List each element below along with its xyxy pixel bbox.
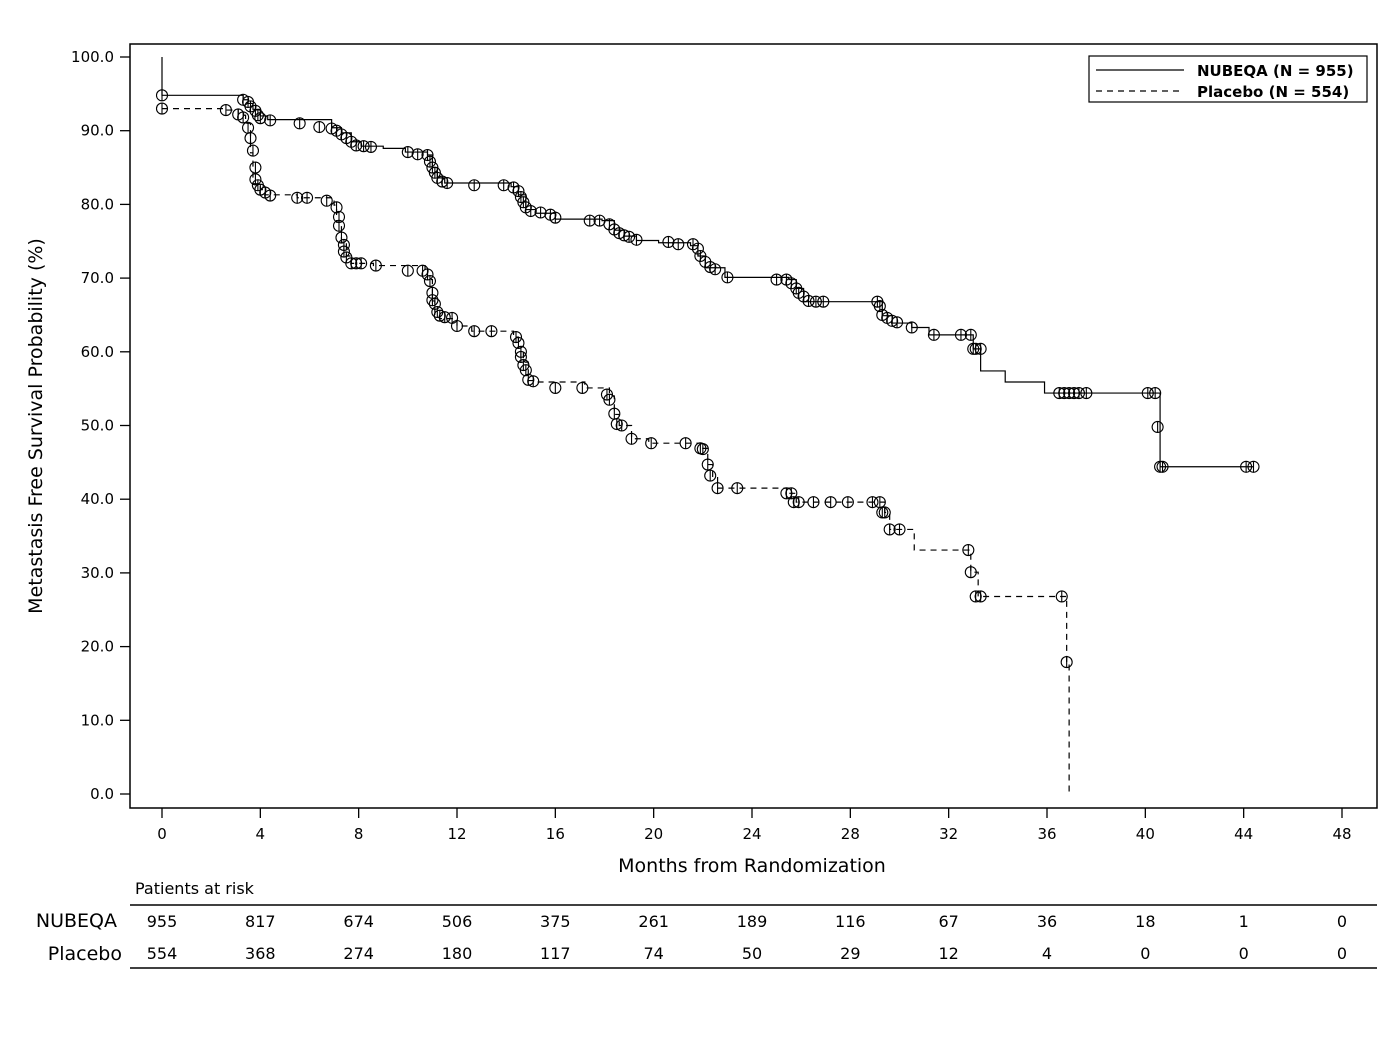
- risk-count: 506: [442, 912, 473, 931]
- risk-count: 368: [245, 944, 276, 963]
- risk-count: 4: [1042, 944, 1052, 963]
- y-tick-label: 0.0: [90, 785, 114, 803]
- y-tick-label: 70.0: [81, 269, 114, 287]
- risk-count: 36: [1037, 912, 1057, 931]
- risk-count: 817: [245, 912, 276, 931]
- y-tick-label: 80.0: [81, 195, 114, 213]
- y-tick-label: 40.0: [81, 490, 114, 508]
- legend-label-placebo: Placebo (N = 554): [1197, 83, 1349, 101]
- risk-count: 261: [638, 912, 669, 931]
- x-tick-label: 0: [157, 825, 167, 843]
- x-tick-label: 40: [1136, 825, 1155, 843]
- legend-label-nubeqa: NUBEQA (N = 955): [1197, 62, 1354, 80]
- risk-count: 12: [938, 944, 958, 963]
- y-tick-label: 50.0: [81, 417, 114, 435]
- risk-count: 74: [643, 944, 663, 963]
- x-tick-label: 28: [841, 825, 860, 843]
- risk-count: 955: [147, 912, 178, 931]
- risk-count: 0: [1140, 944, 1150, 963]
- risk-count: 117: [540, 944, 571, 963]
- y-axis: 0.0 10.0 20.0 30.0 40.0 50.0 60.0 70.0 80.0 90.0 1…: [71, 48, 130, 803]
- risk-count: 274: [343, 944, 374, 963]
- x-tick-label: 8: [354, 825, 364, 843]
- risk-row-label-placebo: Placebo: [48, 943, 122, 965]
- legend-box: [1088, 55, 1368, 103]
- legend: NUBEQA (N = 955) Placebo (N = 554): [1088, 55, 1368, 103]
- risk-cells: 955 817 674 506 375 261 189 116 67 36 18 1 0 554 368 27…: [147, 912, 1347, 963]
- x-tick-label: 20: [644, 825, 663, 843]
- y-tick-label: 90.0: [81, 122, 114, 140]
- series-line-placebo: [162, 107, 1070, 794]
- x-tick-label: 36: [1037, 825, 1056, 843]
- risk-count: 554: [147, 944, 178, 963]
- risk-count: 189: [737, 912, 768, 931]
- x-tick-label: 48: [1332, 825, 1351, 843]
- y-tick-label: 20.0: [81, 638, 114, 656]
- risk-table-title: Patients at risk: [135, 879, 255, 898]
- y-axis-title: Metastasis Free Survival Probability (%): [25, 238, 47, 614]
- risk-count: 67: [938, 912, 958, 931]
- risk-count: 180: [442, 944, 473, 963]
- risk-count: 375: [540, 912, 571, 931]
- risk-count: 1: [1239, 912, 1249, 931]
- risk-count: 18: [1135, 912, 1155, 931]
- y-tick-label: 60.0: [81, 343, 114, 361]
- x-tick-label: 44: [1234, 825, 1253, 843]
- risk-count: 674: [343, 912, 374, 931]
- risk-count: 0: [1337, 944, 1347, 963]
- risk-count: 0: [1337, 912, 1347, 931]
- x-tick-label: 4: [256, 825, 266, 843]
- risk-count: 29: [840, 944, 860, 963]
- y-tick-label: 10.0: [81, 711, 114, 729]
- y-tick-label: 30.0: [81, 564, 114, 582]
- x-tick-label: 12: [447, 825, 466, 843]
- x-tick-label: 24: [742, 825, 761, 843]
- plot-frame: [129, 43, 1378, 809]
- risk-count: 50: [742, 944, 762, 963]
- y-tick-label: 100.0: [71, 48, 114, 66]
- risk-table: Patients at risk NUBEQA Placebo 955 817 67…: [36, 879, 1377, 969]
- series-layer: [155, 57, 1260, 794]
- x-tick-label: 32: [939, 825, 958, 843]
- risk-row-label-nubeqa: NUBEQA: [36, 910, 117, 932]
- x-axis-title: Months from Randomization: [618, 855, 886, 877]
- risk-count: 116: [835, 912, 866, 931]
- x-axis: 0 4 8 12 16 20 24 28 32 36 40 44 48: [157, 808, 1352, 843]
- x-tick-label: 16: [546, 825, 565, 843]
- risk-count: 0: [1239, 944, 1249, 963]
